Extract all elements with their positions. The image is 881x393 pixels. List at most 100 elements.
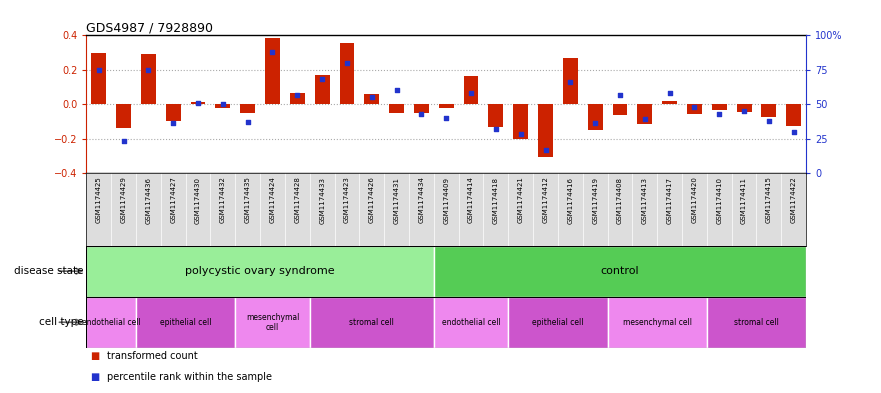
Text: GSM1174412: GSM1174412: [543, 176, 549, 224]
Point: [589, 120, 603, 127]
Point: [290, 91, 304, 97]
Text: GSM1174408: GSM1174408: [617, 176, 623, 224]
Point: [787, 129, 801, 135]
Text: GSM1174418: GSM1174418: [492, 176, 499, 224]
Point: [762, 118, 776, 124]
Bar: [612, 104, 627, 115]
Bar: [488, 104, 503, 127]
Text: epithelial cell: epithelial cell: [159, 318, 211, 327]
Bar: [389, 104, 404, 113]
Bar: [310, 297, 433, 348]
Text: GSM1174424: GSM1174424: [270, 176, 276, 223]
Bar: [86, 246, 433, 297]
Bar: [538, 104, 553, 158]
Text: GSM1174409: GSM1174409: [443, 176, 449, 224]
Point: [340, 60, 354, 66]
Point: [92, 66, 106, 73]
Point: [241, 119, 255, 125]
Text: stromal cell: stromal cell: [350, 318, 394, 327]
Text: endothelial cell: endothelial cell: [441, 318, 500, 327]
Text: GSM1174411: GSM1174411: [741, 176, 747, 224]
Text: GSM1174413: GSM1174413: [641, 176, 648, 224]
Point: [638, 116, 652, 122]
Bar: [235, 297, 310, 348]
Text: GSM1174428: GSM1174428: [294, 176, 300, 224]
Bar: [136, 297, 235, 348]
Point: [613, 91, 627, 97]
Point: [663, 90, 677, 96]
Text: GSM1174423: GSM1174423: [344, 176, 350, 224]
Bar: [86, 297, 136, 348]
Bar: [588, 104, 603, 130]
Text: GSM1174414: GSM1174414: [468, 176, 474, 224]
Point: [141, 66, 155, 73]
Bar: [637, 104, 652, 124]
Bar: [190, 103, 205, 104]
Point: [265, 49, 279, 55]
Bar: [786, 104, 801, 126]
Text: percentile rank within the sample: percentile rank within the sample: [107, 372, 271, 382]
Point: [216, 101, 230, 107]
Bar: [290, 93, 305, 104]
Point: [191, 99, 205, 106]
Text: GSM1174422: GSM1174422: [791, 176, 796, 223]
Text: GSM1174426: GSM1174426: [369, 176, 374, 224]
Text: GSM1174416: GSM1174416: [567, 176, 574, 224]
Text: GSM1174433: GSM1174433: [319, 176, 325, 224]
Bar: [508, 297, 608, 348]
Point: [365, 94, 379, 100]
Text: ■: ■: [91, 351, 103, 361]
Bar: [712, 104, 727, 110]
Bar: [439, 104, 454, 108]
Text: GSM1174435: GSM1174435: [245, 176, 251, 224]
Point: [563, 79, 577, 85]
Text: mesenchymal
cell: mesenchymal cell: [246, 312, 300, 332]
Bar: [761, 104, 776, 117]
Text: GSM1174434: GSM1174434: [418, 176, 425, 224]
Bar: [215, 104, 230, 108]
Bar: [433, 246, 806, 297]
Text: GSM1174421: GSM1174421: [518, 176, 523, 224]
Bar: [265, 38, 280, 104]
Text: cell type: cell type: [39, 317, 84, 327]
Bar: [463, 76, 478, 104]
Text: stromal cell: stromal cell: [734, 318, 779, 327]
Bar: [707, 297, 806, 348]
Text: epithelial cell: epithelial cell: [532, 318, 584, 327]
Bar: [514, 104, 528, 140]
Text: GSM1174410: GSM1174410: [716, 176, 722, 224]
Bar: [414, 104, 429, 113]
Point: [514, 131, 528, 138]
Bar: [116, 104, 131, 128]
Text: disease state: disease state: [14, 266, 84, 276]
Bar: [166, 104, 181, 121]
Text: GSM1174415: GSM1174415: [766, 176, 772, 224]
Bar: [663, 101, 677, 104]
Bar: [737, 104, 751, 112]
Bar: [687, 104, 702, 114]
Point: [116, 138, 130, 144]
Point: [538, 146, 552, 152]
Text: control: control: [601, 266, 640, 276]
Bar: [433, 297, 508, 348]
Text: GSM1174425: GSM1174425: [96, 176, 101, 223]
Point: [167, 120, 181, 127]
Point: [440, 115, 454, 121]
Text: GSM1174417: GSM1174417: [667, 176, 672, 224]
Bar: [563, 58, 578, 104]
Text: GSM1174431: GSM1174431: [394, 176, 400, 224]
Text: GSM1174420: GSM1174420: [692, 176, 698, 224]
Text: GSM1174427: GSM1174427: [170, 176, 176, 224]
Point: [737, 108, 751, 114]
Point: [464, 90, 478, 96]
Text: polycystic ovary syndrome: polycystic ovary syndrome: [185, 266, 335, 276]
Point: [389, 87, 403, 94]
Bar: [92, 53, 107, 104]
Text: GSM1174430: GSM1174430: [195, 176, 201, 224]
Bar: [365, 94, 379, 104]
Text: GSM1174429: GSM1174429: [121, 176, 127, 224]
Text: ■: ■: [91, 372, 103, 382]
Point: [712, 110, 726, 117]
Text: GSM1174432: GSM1174432: [220, 176, 226, 224]
Point: [315, 76, 329, 83]
